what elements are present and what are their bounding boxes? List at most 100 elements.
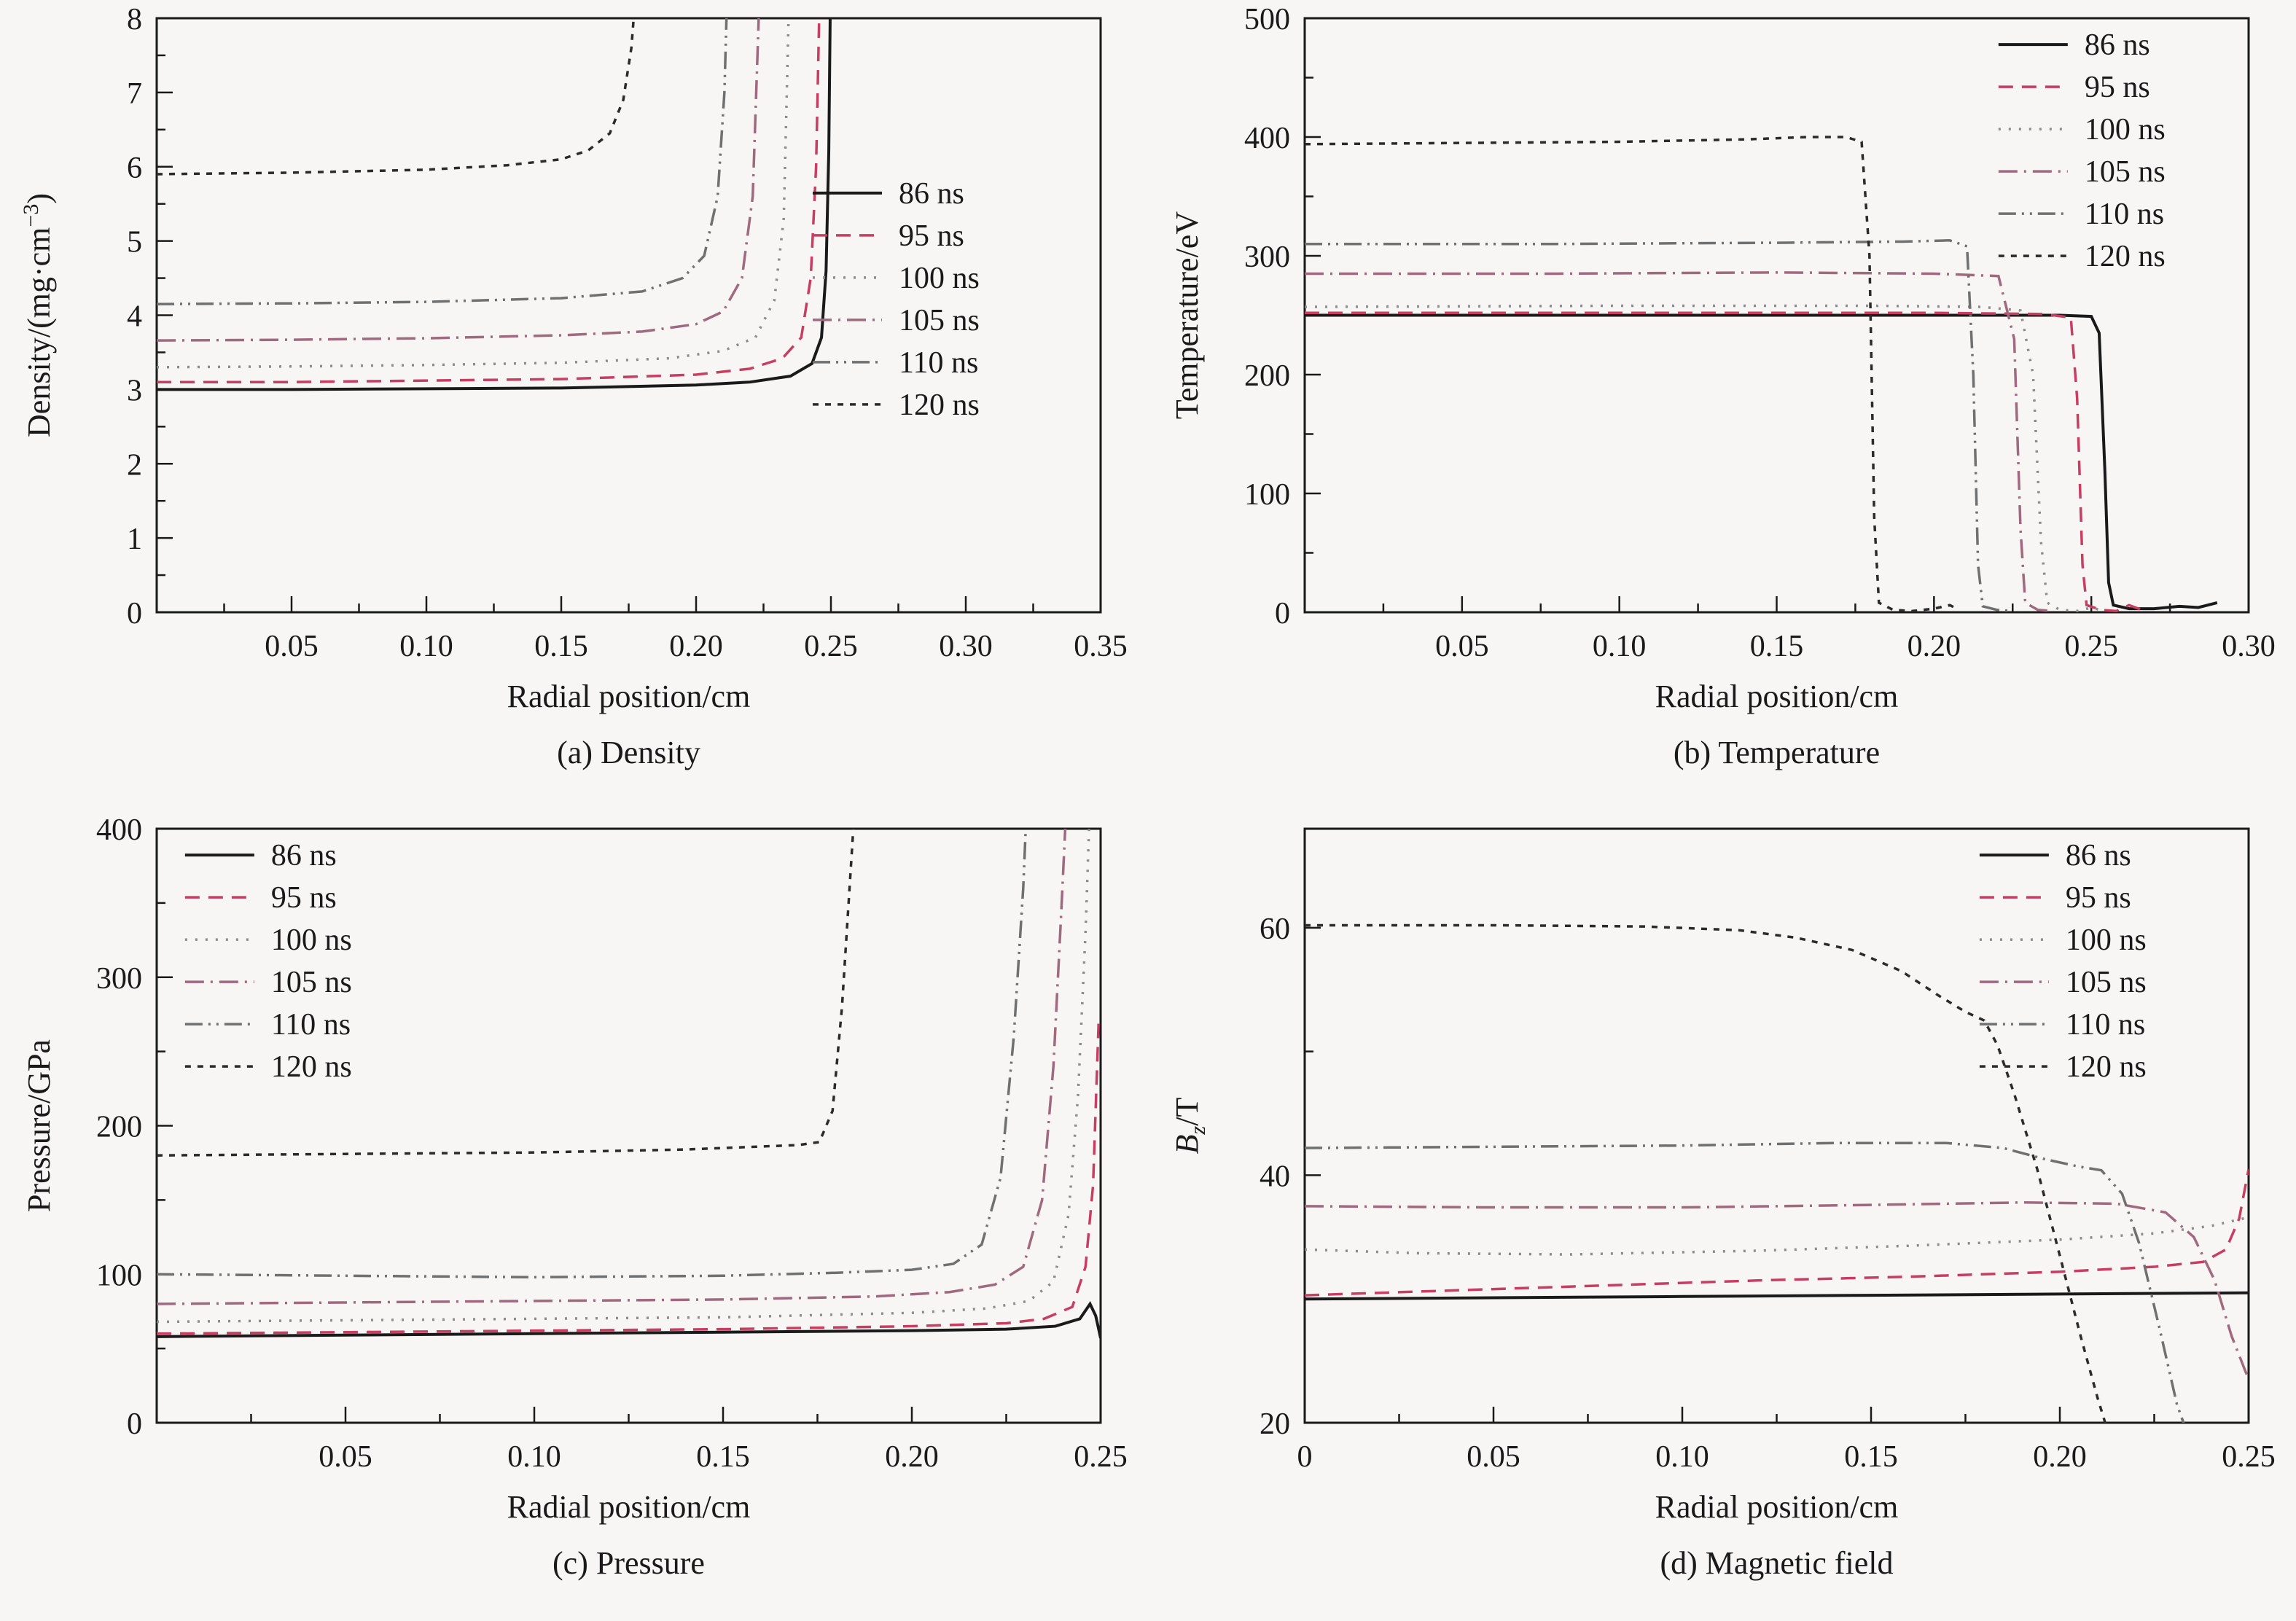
svg-text:0.15: 0.15 xyxy=(1750,630,1804,663)
svg-text:3: 3 xyxy=(127,374,142,407)
series-120-ns xyxy=(157,829,855,1157)
svg-text:0: 0 xyxy=(127,1407,142,1441)
legend: 86 ns 95 ns 100 ns 105 ns 110 ns 120 ns xyxy=(1998,28,2166,273)
chart-panel-pressure: 0.05 0.10 0.15 0.20 0.25 0 100 200 300 400 Radial … xyxy=(0,810,1148,1621)
svg-text:0.20: 0.20 xyxy=(885,1440,939,1474)
svg-text:4: 4 xyxy=(127,300,142,334)
svg-text:0.05: 0.05 xyxy=(1467,1440,1520,1474)
y-axis-ticks xyxy=(157,17,173,614)
legend-entry-100-ns: 100 ns xyxy=(1979,923,2147,957)
legend-label: 86 ns xyxy=(899,177,964,211)
svg-text:300: 300 xyxy=(1244,241,1290,274)
series-95-ns xyxy=(1305,311,2142,612)
legend-entry-86-ns: 86 ns xyxy=(813,177,964,211)
series-105-ns xyxy=(157,18,760,342)
legend-label: 100 ns xyxy=(899,262,980,295)
series-110-ns xyxy=(157,829,1028,1279)
legend-label: 95 ns xyxy=(2066,881,2131,915)
legend-entry-120-ns: 120 ns xyxy=(1998,240,2166,273)
legend-entry-120-ns: 120 ns xyxy=(1979,1050,2147,1084)
svg-text:400: 400 xyxy=(96,813,142,847)
y-axis-title: Density/(mg·cm−3) xyxy=(19,193,57,437)
series-group xyxy=(1305,136,2218,612)
legend-entry-95-ns: 95 ns xyxy=(1979,881,2131,915)
chart-panel-temperature: 0.05 0.10 0.15 0.20 0.25 0.30 0 100 200 300 400 500… xyxy=(1148,0,2296,810)
legend-label: 100 ns xyxy=(271,923,352,957)
legend-entry-120-ns: 120 ns xyxy=(184,1050,352,1084)
svg-text:6: 6 xyxy=(127,152,142,185)
x-axis-ticks xyxy=(1382,596,2250,612)
temperature-plot: 0.05 0.10 0.15 0.20 0.25 0.30 0 100 200 300 400 500… xyxy=(1169,3,2276,714)
svg-text:0.05: 0.05 xyxy=(265,630,319,663)
chart-panel-magnetic-field: 0 0.05 0.10 0.15 0.20 0.25 20 40 60 Radial positi… xyxy=(1148,810,2296,1621)
series-95-ns xyxy=(157,1018,1101,1335)
legend-entry-86-ns: 86 ns xyxy=(184,839,337,872)
x-tick-labels: 0.05 0.10 0.15 0.20 0.25 0.30 0.35 xyxy=(265,630,1128,663)
legend-label: 100 ns xyxy=(2066,923,2147,957)
svg-text:0.30: 0.30 xyxy=(939,630,993,663)
svg-text:0: 0 xyxy=(127,597,142,630)
magnetic-field-chart: 0 0.05 0.10 0.15 0.20 0.25 20 40 60 Radial positi… xyxy=(1148,810,2296,1543)
legend-entry-86-ns: 86 ns xyxy=(1979,839,2131,872)
legend-label: 120 ns xyxy=(2066,1050,2147,1084)
series-95-ns xyxy=(157,18,821,383)
series-group xyxy=(1305,923,2249,1423)
legend-entry-100-ns: 100 ns xyxy=(184,923,352,957)
density-plot: 0.05 0.10 0.15 0.20 0.25 0.30 0.35 0 1 2 3 4 5 6 7 8 Rad… xyxy=(19,3,1128,714)
legend-label: 86 ns xyxy=(2066,839,2131,872)
svg-text:60: 60 xyxy=(1260,913,1290,946)
svg-text:0.30: 0.30 xyxy=(2222,630,2276,663)
legend-label: 86 ns xyxy=(271,839,337,872)
series-86-ns xyxy=(1305,313,2218,611)
legend-entry-110-ns: 110 ns xyxy=(1979,1008,2145,1042)
svg-text:100: 100 xyxy=(96,1259,142,1292)
legend: 86 ns 95 ns 100 ns 105 ns 110 ns 120 ns xyxy=(184,839,352,1084)
svg-text:0.15: 0.15 xyxy=(534,630,588,663)
legend-label: 86 ns xyxy=(2085,28,2150,62)
series-110-ns xyxy=(157,18,728,305)
legend-entry-110-ns: 110 ns xyxy=(1998,198,2164,231)
svg-text:40: 40 xyxy=(1260,1160,1290,1193)
x-axis-ticks xyxy=(223,596,1102,612)
temperature-chart: 0.05 0.10 0.15 0.20 0.25 0.30 0 100 200 300 400 500… xyxy=(1148,0,2296,733)
svg-text:7: 7 xyxy=(127,77,142,111)
legend-label: 105 ns xyxy=(2066,966,2147,999)
y-axis-ticks xyxy=(1305,926,1321,1424)
legend-entry-95-ns: 95 ns xyxy=(184,881,337,915)
legend-entry-95-ns: 95 ns xyxy=(813,219,964,253)
legend-entry-105-ns: 105 ns xyxy=(1979,966,2147,999)
series-105-ns xyxy=(1305,271,2054,612)
x-axis-title: Radial position/cm xyxy=(1655,1489,1899,1525)
svg-text:0.10: 0.10 xyxy=(507,1440,561,1474)
svg-text:20: 20 xyxy=(1260,1407,1290,1441)
magnetic-field-plot: 0 0.05 0.10 0.15 0.20 0.25 20 40 60 Radial positi… xyxy=(1169,827,2276,1525)
svg-text:300: 300 xyxy=(96,962,142,996)
series-120-ns xyxy=(1305,923,2106,1423)
y-axis-title: Pressure/GPa xyxy=(21,1039,57,1212)
legend-label: 110 ns xyxy=(2085,198,2164,231)
legend-entry-100-ns: 100 ns xyxy=(813,262,980,295)
series-95-ns xyxy=(1305,1168,2249,1297)
svg-text:0.35: 0.35 xyxy=(1074,630,1128,663)
x-tick-labels: 0.05 0.10 0.15 0.20 0.25 0.30 xyxy=(1435,630,2276,663)
svg-text:0.05: 0.05 xyxy=(319,1440,372,1474)
legend-label: 95 ns xyxy=(899,219,964,253)
svg-text:2: 2 xyxy=(127,448,142,482)
y-axis-title: Bz/T xyxy=(1169,1098,1210,1155)
legend-label: 110 ns xyxy=(271,1008,351,1042)
legend-entry-95-ns: 95 ns xyxy=(1998,71,2150,104)
chart-caption-magnetic-field: (d) Magnetic field xyxy=(1660,1545,1894,1581)
series-86-ns xyxy=(1305,1291,2249,1301)
svg-text:0.25: 0.25 xyxy=(2222,1440,2276,1474)
y-axis-title: Temperature/eV xyxy=(1169,211,1205,419)
chart-panel-density: 0.05 0.10 0.15 0.20 0.25 0.30 0.35 0 1 2 3 4 5 6 7 8 Rad… xyxy=(0,0,1148,810)
x-tick-labels: 0.05 0.10 0.15 0.20 0.25 xyxy=(319,1440,1128,1474)
legend-entry-105-ns: 105 ns xyxy=(813,304,980,337)
series-100-ns xyxy=(157,18,790,369)
svg-text:100: 100 xyxy=(1244,478,1290,512)
legend-label: 95 ns xyxy=(271,881,337,915)
svg-text:400: 400 xyxy=(1244,122,1290,155)
y-tick-labels: 0 100 200 300 400 xyxy=(96,813,142,1441)
